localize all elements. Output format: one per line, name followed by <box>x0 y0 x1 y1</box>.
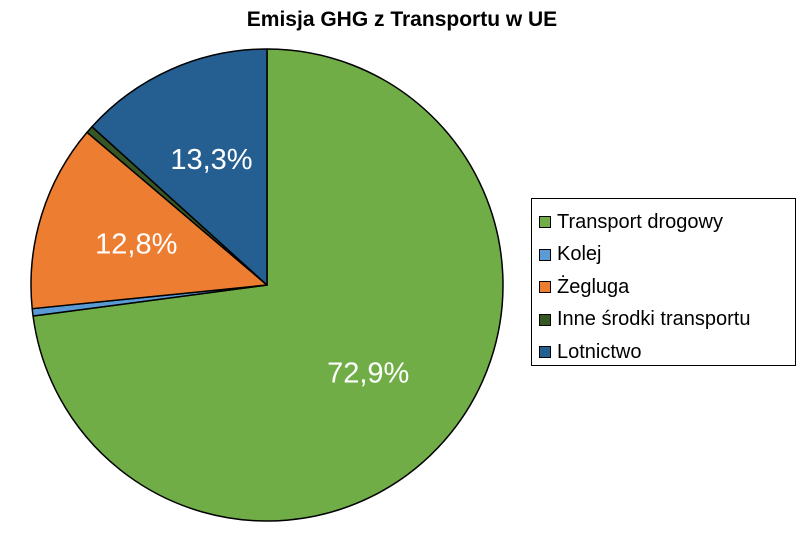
chart-legend: Transport drogowy Kolej Żegluga Inne środki… <box>531 198 796 366</box>
legend-swatch <box>539 313 551 326</box>
pie-slice-transport-drogowy <box>32 48 504 522</box>
legend-label: Transport drogowy <box>557 210 723 233</box>
legend-label: Inne środki transportu <box>557 308 751 331</box>
data-label-transport-drogowy: 72,9% <box>327 358 409 390</box>
legend-label: Żegluga <box>557 275 630 298</box>
pie-slice-zegluga <box>30 131 268 310</box>
legend-item-transport-drogowy: Transport drogowy <box>539 206 795 239</box>
data-label-zegluga: 12,8% <box>95 228 177 260</box>
legend-label: Lotnictwo <box>557 340 642 363</box>
legend-swatch <box>539 248 551 261</box>
legend-item-kolej: Kolej <box>539 239 795 272</box>
legend-item-inne-srodki-transportu: Inne środki transportu <box>539 304 795 337</box>
legend-swatch <box>539 281 551 294</box>
chart-title: Emisja GHG z Transportu w UE <box>246 8 558 31</box>
legend-swatch <box>539 216 551 229</box>
legend-swatch <box>539 346 551 359</box>
legend-item-lotnictwo: Lotnictwo <box>539 336 795 369</box>
legend-label: Kolej <box>557 243 602 266</box>
data-label-lotnictwo: 13,3% <box>170 144 252 176</box>
pie-slice-lotnictwo <box>91 48 268 286</box>
legend-item-zegluga: Żegluga <box>539 271 795 304</box>
